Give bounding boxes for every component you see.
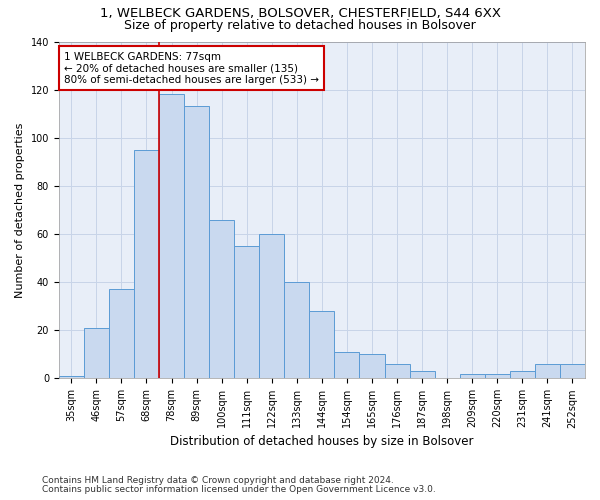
Bar <box>359 354 385 378</box>
Bar <box>460 374 485 378</box>
Bar <box>410 371 434 378</box>
Text: Size of property relative to detached houses in Bolsover: Size of property relative to detached ho… <box>124 19 476 32</box>
Text: Contains HM Land Registry data © Crown copyright and database right 2024.: Contains HM Land Registry data © Crown c… <box>42 476 394 485</box>
Bar <box>184 106 209 378</box>
Bar <box>560 364 585 378</box>
Bar <box>234 246 259 378</box>
Bar <box>209 220 234 378</box>
Bar <box>84 328 109 378</box>
Bar <box>535 364 560 378</box>
Bar <box>510 371 535 378</box>
Bar <box>385 364 410 378</box>
Text: Contains public sector information licensed under the Open Government Licence v3: Contains public sector information licen… <box>42 484 436 494</box>
X-axis label: Distribution of detached houses by size in Bolsover: Distribution of detached houses by size … <box>170 434 473 448</box>
Bar <box>59 376 84 378</box>
Text: 1, WELBECK GARDENS, BOLSOVER, CHESTERFIELD, S44 6XX: 1, WELBECK GARDENS, BOLSOVER, CHESTERFIE… <box>100 8 500 20</box>
Bar <box>259 234 284 378</box>
Bar <box>334 352 359 378</box>
Bar <box>284 282 310 378</box>
Bar <box>159 94 184 379</box>
Bar <box>485 374 510 378</box>
Text: 1 WELBECK GARDENS: 77sqm
← 20% of detached houses are smaller (135)
80% of semi-: 1 WELBECK GARDENS: 77sqm ← 20% of detach… <box>64 52 319 85</box>
Bar <box>134 150 159 378</box>
Bar <box>310 311 334 378</box>
Bar <box>109 290 134 378</box>
Y-axis label: Number of detached properties: Number of detached properties <box>15 122 25 298</box>
